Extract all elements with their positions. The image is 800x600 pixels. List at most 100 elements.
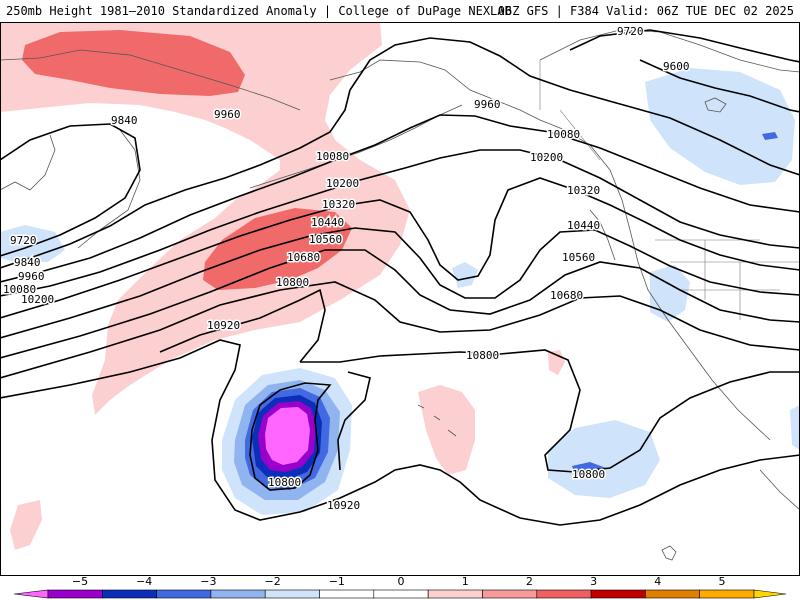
contour-10080 — [0, 114, 800, 283]
contour-9600 — [639, 59, 800, 113]
contour-10800-north — [159, 288, 326, 363]
contour-label: 10080 — [316, 150, 349, 163]
contour-label: 10440 — [567, 219, 600, 232]
contour-10920 — [0, 339, 800, 526]
contour-label: 10200 — [530, 151, 563, 164]
negative-anomaly-canada-core — [762, 132, 778, 140]
contour-10920-ring — [337, 371, 371, 471]
contour-10800-low — [249, 382, 332, 491]
contour-label: 10080 — [3, 283, 36, 296]
contour-label: 10320 — [567, 184, 600, 197]
colorbar: −5 −4 −3 −2 −1 0 1 2 3 4 5 — [13, 575, 787, 599]
contour-9720 — [569, 29, 800, 63]
contour-label: 9840 — [111, 114, 138, 127]
negative-anomaly-gulf — [452, 262, 478, 288]
positive-anomaly-hawaii — [418, 385, 475, 475]
map-title: 250mb Height 1981–2010 Standardized Anom… — [6, 4, 512, 18]
contour-label: 9840 — [14, 256, 41, 269]
colorbar-segment — [319, 589, 375, 599]
contour-label: 10800 — [572, 468, 605, 481]
contour-label: 9960 — [18, 270, 45, 283]
colorbar-tick-label: −4 — [136, 575, 152, 588]
hawaii-islands — [417, 404, 457, 437]
colorbar-tick-label: 3 — [590, 575, 597, 588]
strong-positive-anomaly-central — [203, 208, 352, 290]
cutoff-low-core — [265, 407, 310, 465]
colorbar-segment — [264, 589, 320, 599]
contour-label: 9960 — [214, 108, 241, 121]
contour-label: 9960 — [474, 98, 501, 111]
contour-labels: 9720 9600 9960 10080 10200 10320 10440 1… — [2, 24, 692, 514]
contour-10440 — [0, 227, 800, 339]
contour-label: 9720 — [617, 25, 644, 38]
colorbar-tick-label: −5 — [72, 575, 88, 588]
colorbar-segment — [590, 589, 646, 599]
contour-10320 — [0, 177, 800, 319]
contour-label: 10680 — [550, 289, 583, 302]
colorbar-tick-label: −3 — [200, 575, 216, 588]
positive-anomaly-region — [0, 22, 410, 415]
japan-kuril-coast — [0, 134, 56, 191]
colorbar-segments — [13, 589, 787, 599]
colorbar-right-arrow — [753, 589, 787, 599]
colorbar-tick-label: −2 — [264, 575, 280, 588]
contour-label: 10200 — [21, 293, 54, 306]
contour-10200 — [0, 149, 800, 297]
height-contours — [0, 29, 800, 526]
colorbar-segment — [210, 589, 266, 599]
contour-10800-main — [300, 349, 800, 473]
colorbar-segment — [482, 589, 538, 599]
contour-label: 10560 — [562, 251, 595, 264]
contour-10680 — [0, 281, 800, 379]
colorbar-tick-label: 1 — [462, 575, 469, 588]
colorbar-segment — [645, 589, 701, 599]
contour-label: 10320 — [322, 198, 355, 211]
colorbar-segment — [536, 589, 592, 599]
colorbar-segment — [373, 589, 429, 599]
contour-label: 10680 — [287, 251, 320, 264]
contour-label: 9720 — [10, 234, 37, 247]
lake-outline — [704, 97, 727, 113]
colorbar-segment — [102, 589, 157, 599]
contour-label: 10800 — [276, 276, 309, 289]
strong-positive-anomaly-north — [22, 30, 245, 96]
colorbar-tick-label: 4 — [654, 575, 661, 588]
negative-anomaly-edge — [790, 405, 800, 450]
contour-label: 10920 — [207, 319, 240, 332]
contour-label: 10800 — [268, 476, 301, 489]
colorbar-segment — [47, 589, 103, 599]
colorbar-segment — [156, 589, 212, 599]
contour-9960-east — [349, 37, 800, 176]
contour-label: 10800 — [466, 349, 499, 362]
negative-anomaly-east-pacific — [548, 420, 660, 498]
colorbar-tick-label: 2 — [526, 575, 533, 588]
colorbar-tick-label: 0 — [398, 575, 405, 588]
contour-9840 — [0, 123, 141, 257]
colorbar-ticks: −5 −4 −3 −2 −1 0 1 2 3 4 5 — [72, 575, 726, 588]
contour-label: 9600 — [663, 60, 690, 73]
colorbar-segment — [427, 589, 483, 599]
colorbar-left-arrow — [13, 589, 49, 599]
contour-label: 10560 — [309, 233, 342, 246]
contour-label: 10200 — [326, 177, 359, 190]
small-island — [661, 545, 677, 561]
positive-anomaly-sw — [10, 500, 42, 550]
contour-label: 10080 — [547, 128, 580, 141]
canada-coast — [539, 29, 800, 73]
contour-10560 — [0, 249, 800, 359]
ca-coast — [759, 469, 800, 511]
siberia-coast — [0, 49, 301, 111]
bc-islands — [589, 209, 616, 261]
colorbar-tick-label: −1 — [329, 575, 345, 588]
state-borders — [539, 60, 800, 320]
contour-9960-west — [0, 89, 351, 269]
negative-anomaly-canada — [645, 68, 795, 185]
model-run-info: 06Z GFS | F384 Valid: 06Z TUE DEC 02 202… — [497, 4, 794, 18]
colorbar-segment — [699, 589, 755, 599]
colorbar-tick-label: 5 — [719, 575, 726, 588]
negative-anomaly-west — [0, 225, 65, 262]
contour-label: 10920 — [327, 499, 360, 512]
contour-label: 10440 — [311, 216, 344, 229]
